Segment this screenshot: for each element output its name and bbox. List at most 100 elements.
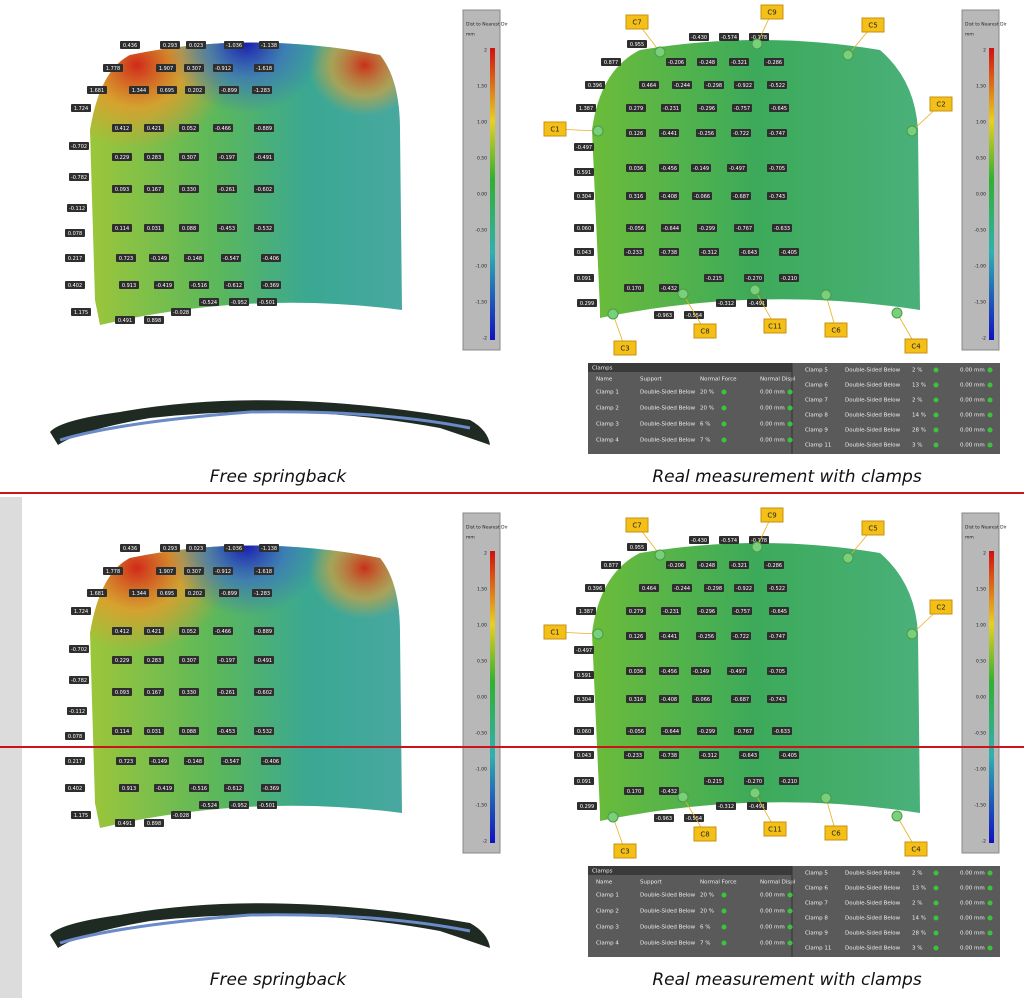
deviation-label: -0.899 xyxy=(221,88,237,94)
clamp-point xyxy=(751,541,763,553)
label-box xyxy=(71,104,91,112)
label-box xyxy=(627,543,647,551)
deviation-label: 1.778 xyxy=(106,569,120,575)
column-header: Normal Displ xyxy=(760,377,796,383)
deviation-label: 0.330 xyxy=(182,187,196,193)
deviation-label: -0.767 xyxy=(736,729,752,735)
scale-tick: -1.00 xyxy=(974,264,986,270)
label-box xyxy=(779,248,799,256)
label-box xyxy=(764,561,784,569)
label-box xyxy=(731,129,751,137)
label-box xyxy=(112,656,132,664)
label-box xyxy=(696,129,716,137)
label-box xyxy=(767,129,787,137)
label-box xyxy=(624,248,644,256)
deviation-label: -0.524 xyxy=(201,300,217,306)
label-box xyxy=(185,86,205,94)
label-box xyxy=(129,86,149,94)
deviation-label: 0.464 xyxy=(642,83,656,89)
caption: Real measurement with clamps xyxy=(652,970,922,990)
table-cell: Double-Sided Below xyxy=(640,925,696,931)
scale-tick: 1.50 xyxy=(477,84,487,90)
scale-tick: 1.50 xyxy=(976,84,986,90)
table-cell: 20 % xyxy=(700,893,714,899)
label-box xyxy=(179,656,199,664)
table-cell: 2 % xyxy=(912,901,922,907)
clamp-label: C6 xyxy=(831,830,841,838)
deviation-label: 0.114 xyxy=(115,226,129,232)
table-cell: Clamp 11 xyxy=(805,946,831,952)
label-box xyxy=(69,142,89,150)
deviation-label: -0.889 xyxy=(256,629,272,635)
label-box xyxy=(767,695,787,703)
deviation-label: -0.197 xyxy=(219,155,235,161)
label-box xyxy=(661,104,681,112)
deviation-label: 1.175 xyxy=(74,310,88,316)
label-box xyxy=(219,86,239,94)
deviation-label: -0.066 xyxy=(694,697,710,703)
clamp-label: C11 xyxy=(768,826,782,834)
deviation-label: -0.312 xyxy=(718,804,734,810)
label-box xyxy=(626,224,646,232)
deviation-label: 1.724 xyxy=(74,609,88,615)
deviation-label: -0.231 xyxy=(663,106,679,112)
deviation-label: -0.644 xyxy=(663,226,679,232)
scale-tick: -1.50 xyxy=(974,803,986,809)
label-box xyxy=(697,58,717,66)
table-cell: Double-Sided Below xyxy=(640,893,696,899)
clamp-tag xyxy=(763,821,787,837)
table-cell: 13 % xyxy=(912,383,926,389)
status-ok xyxy=(721,940,727,946)
label-box xyxy=(144,688,164,696)
panel: 0.436 0.293 0.023 -1.036 -1.138 1.778 1.907 0.3… xyxy=(50,4,1007,487)
deviation-label: 0.299 xyxy=(580,804,594,810)
label-box xyxy=(69,676,89,684)
deviation-label: -0.286 xyxy=(766,563,782,569)
label-box xyxy=(71,607,91,615)
label-box xyxy=(585,81,605,89)
clamp-label: C9 xyxy=(767,9,776,17)
table-cell: 7 % xyxy=(700,941,710,947)
table-cell: Double-Sided Below xyxy=(640,406,696,412)
deviation-label: -0.547 xyxy=(223,759,239,765)
label-box xyxy=(65,757,85,765)
clamp-point xyxy=(820,289,832,301)
deviation-label: -0.491 xyxy=(256,658,272,664)
deviation-label: -0.456 xyxy=(661,166,677,172)
deviation-label: -0.215 xyxy=(706,276,722,282)
label-box xyxy=(254,567,274,575)
label-box xyxy=(624,284,644,292)
label-box xyxy=(626,104,646,112)
label-box xyxy=(120,544,140,552)
clamp-label: C3 xyxy=(620,848,629,856)
status-ok xyxy=(987,945,993,951)
deviation-label: -0.419 xyxy=(156,786,172,792)
table-cell: Double-Sided Below xyxy=(640,390,696,396)
clamp-point xyxy=(751,38,763,50)
deviation-label: 1.344 xyxy=(132,88,146,94)
table-cell: Clamp 2 xyxy=(596,909,619,915)
clamp-tag xyxy=(625,14,649,30)
label-box xyxy=(574,646,594,654)
table-cell: 14 % xyxy=(912,916,926,922)
clamp-point xyxy=(607,308,619,320)
deviation-label: 0.293 xyxy=(163,546,177,552)
scale-tick: -2 xyxy=(483,336,488,342)
scale-tick: -1.50 xyxy=(475,803,487,809)
deviation-label: -1.036 xyxy=(226,43,242,49)
label-box xyxy=(661,727,681,735)
deviation-label: 0.421 xyxy=(147,126,161,132)
deviation-label: 0.093 xyxy=(115,187,129,193)
label-box xyxy=(179,727,199,735)
label-box xyxy=(179,153,199,161)
table-cell: Clamp 9 xyxy=(805,428,828,434)
deviation-label: -0.405 xyxy=(781,250,797,256)
label-box xyxy=(716,802,736,810)
label-box xyxy=(719,33,739,41)
label-box xyxy=(732,104,752,112)
deviation-label: 0.167 xyxy=(147,187,161,193)
label-box xyxy=(577,802,597,810)
label-box xyxy=(213,64,233,72)
clamp-label: C2 xyxy=(936,604,945,612)
table-cell: 2 % xyxy=(912,368,922,374)
